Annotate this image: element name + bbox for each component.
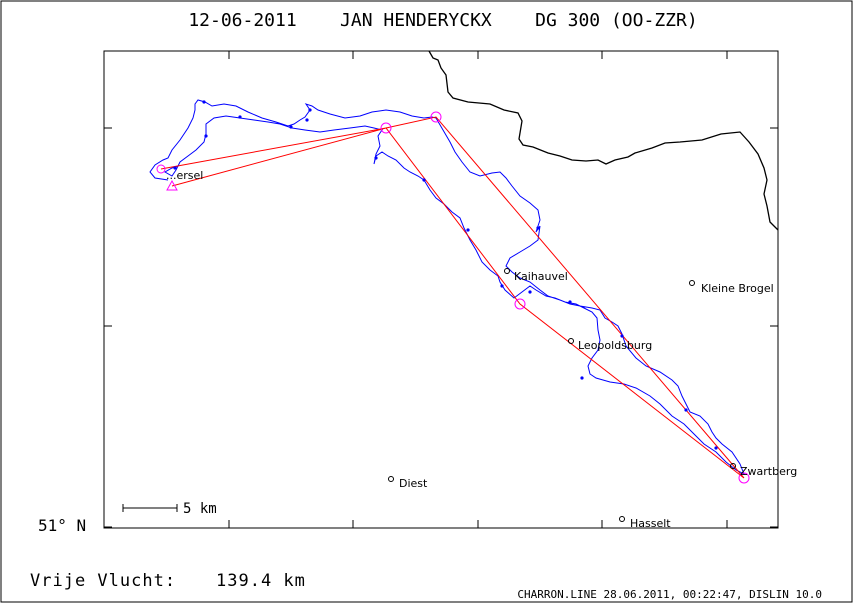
axis-ticks — [104, 51, 778, 528]
place-zwartberg: Zwartberg — [740, 465, 797, 478]
distance-label: Vrije Vlucht: — [30, 571, 176, 591]
turnpoint-2 — [430, 111, 442, 123]
place-marker-leopoldsburg — [568, 338, 574, 344]
turnpoint-3 — [514, 298, 526, 310]
place-leopoldsburg: Leopoldsburg — [578, 339, 652, 352]
place-marker-kaihauvel — [504, 268, 510, 274]
thermal-marks — [173, 100, 718, 450]
flight-track — [149, 99, 745, 476]
turnpoints — [156, 111, 750, 484]
place-marker-hasselt — [619, 516, 625, 522]
task-route — [160, 116, 745, 479]
distance-value: 139.4 km — [216, 571, 306, 591]
places: Kaihauvel Kleine Brogel Leopoldsburg Zwa… — [166, 169, 797, 530]
place-start: ...ersel — [166, 169, 203, 182]
footer-info: CHARRON.LINE 28.06.2011, 00:22:47, DISLI… — [517, 588, 822, 601]
place-kaihauvel: Kaihauvel — [514, 270, 568, 283]
plot-frame — [103, 50, 779, 529]
scale-label: 5 km — [183, 501, 217, 517]
map-title: 12-06-2011 JAN HENDERYCKX DG 300 (OO-ZZR… — [188, 10, 697, 31]
turnpoint-4 — [738, 472, 750, 484]
place-marker-kleine-brogel — [689, 280, 695, 286]
place-kleine-brogel: Kleine Brogel — [701, 282, 774, 295]
place-marker-zwartberg — [730, 463, 736, 469]
country-border — [428, 50, 779, 231]
place-hasselt: Hasselt — [630, 517, 671, 530]
scale-bar — [122, 504, 178, 512]
finish-triangle — [166, 179, 178, 191]
place-marker-diest — [388, 476, 394, 482]
latitude-label: 51° N — [38, 516, 86, 535]
turnpoint-start — [156, 164, 166, 174]
place-diest: Diest — [399, 477, 428, 490]
turnpoint-1 — [380, 122, 392, 134]
